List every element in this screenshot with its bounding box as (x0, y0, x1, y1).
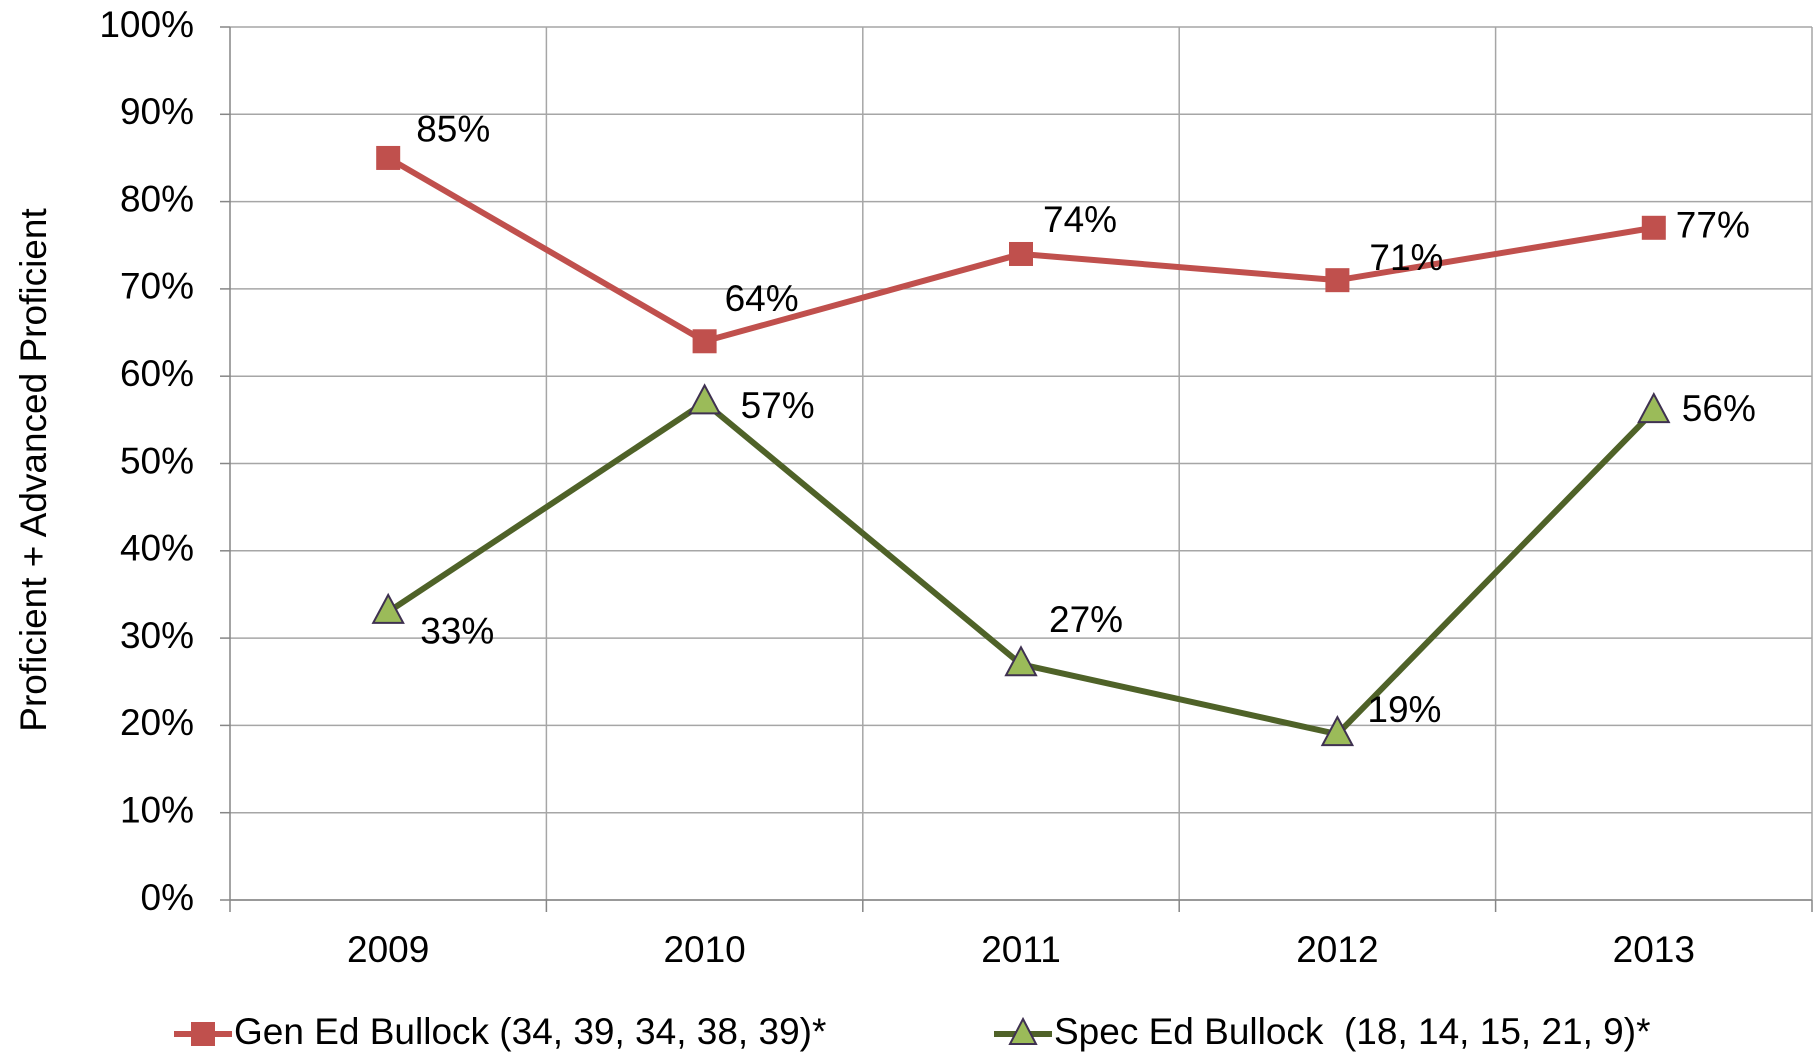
y-tick-label: 100% (99, 4, 194, 45)
data-label: 71% (1369, 237, 1443, 278)
y-axis-label: Proficient + Advanced Proficient (13, 208, 54, 732)
y-tick-label: 80% (120, 178, 194, 219)
point-marker (692, 329, 717, 354)
y-tick-label: 30% (120, 615, 194, 656)
x-tick-label: 2011 (981, 929, 1061, 970)
data-label: 27% (1049, 599, 1123, 640)
data-label: 77% (1676, 205, 1750, 246)
y-tick-label: 70% (120, 266, 194, 307)
point-marker (1637, 392, 1671, 424)
point-marker (1325, 268, 1350, 293)
y-tick-label: 40% (120, 528, 194, 569)
point-marker (1320, 715, 1355, 747)
y-tick-label: 60% (120, 353, 194, 394)
y-tick-label: 90% (120, 91, 194, 132)
point-marker (371, 592, 405, 624)
data-label: 64% (725, 278, 799, 319)
data-label: 85% (416, 109, 490, 150)
x-tick-label: 2013 (1613, 929, 1695, 970)
legend-marker (1008, 1016, 1038, 1045)
point-marker (1009, 241, 1033, 266)
point-marker (687, 383, 722, 415)
x-tick-label: 2009 (347, 929, 429, 970)
point-marker (376, 145, 401, 170)
series-line (386, 399, 1656, 738)
y-tick-label: 20% (120, 702, 194, 743)
point-marker (1641, 215, 1666, 240)
legend-marker (191, 1022, 215, 1046)
legend-label: Gen Ed Bullock (34, 39, 34, 38, 39)* (234, 1011, 826, 1052)
y-tick-label: 10% (120, 789, 194, 830)
data-label: 56% (1682, 388, 1756, 429)
point-marker (1004, 645, 1038, 677)
data-label: 74% (1043, 199, 1117, 240)
data-label: 57% (741, 385, 815, 426)
y-tick-label: 50% (120, 440, 194, 481)
y-tick-label: 0% (141, 877, 194, 918)
x-tick-label: 2010 (663, 929, 745, 970)
legend-label: Spec Ed Bullock (18, 14, 15, 21, 9)* (1054, 1011, 1650, 1052)
x-tick-label: 2012 (1296, 929, 1378, 970)
data-label: 19% (1367, 689, 1441, 730)
data-label: 33% (420, 611, 494, 652)
